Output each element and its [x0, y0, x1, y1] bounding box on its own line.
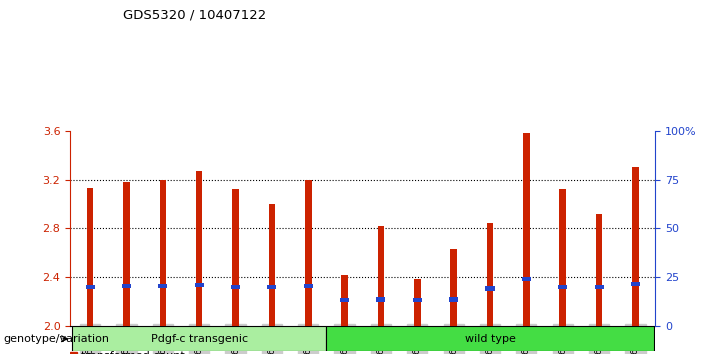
- Bar: [305, 179, 311, 326]
- Bar: [631, 282, 640, 286]
- Bar: [304, 284, 313, 288]
- Bar: [231, 285, 240, 290]
- Bar: [86, 285, 95, 290]
- Bar: [72, 326, 327, 351]
- Bar: [267, 285, 276, 290]
- Bar: [160, 179, 166, 326]
- Bar: [450, 249, 457, 326]
- Bar: [413, 298, 422, 302]
- Bar: [196, 171, 203, 326]
- Bar: [559, 189, 566, 326]
- Text: wild type: wild type: [465, 334, 515, 344]
- Bar: [594, 285, 604, 290]
- Bar: [341, 275, 348, 326]
- Text: GDS5320 / 10407122: GDS5320 / 10407122: [123, 9, 266, 22]
- Bar: [414, 279, 421, 326]
- Bar: [122, 284, 131, 288]
- Bar: [327, 326, 653, 351]
- Bar: [449, 297, 458, 302]
- Bar: [268, 204, 275, 326]
- Text: genotype/variation: genotype/variation: [4, 334, 109, 344]
- Bar: [195, 282, 204, 287]
- Bar: [340, 298, 349, 302]
- Text: transformed count: transformed count: [81, 351, 184, 354]
- Bar: [632, 167, 639, 326]
- Bar: [123, 182, 130, 326]
- Bar: [596, 214, 602, 326]
- Bar: [158, 284, 168, 288]
- Bar: [232, 189, 239, 326]
- Bar: [522, 277, 531, 281]
- Text: Pdgf-c transgenic: Pdgf-c transgenic: [151, 334, 247, 344]
- Bar: [486, 286, 495, 291]
- Bar: [87, 188, 93, 326]
- Bar: [486, 223, 494, 326]
- Bar: [376, 297, 386, 302]
- Bar: [523, 133, 530, 326]
- Bar: [378, 226, 384, 326]
- Bar: [558, 285, 567, 290]
- Bar: [70, 352, 77, 354]
